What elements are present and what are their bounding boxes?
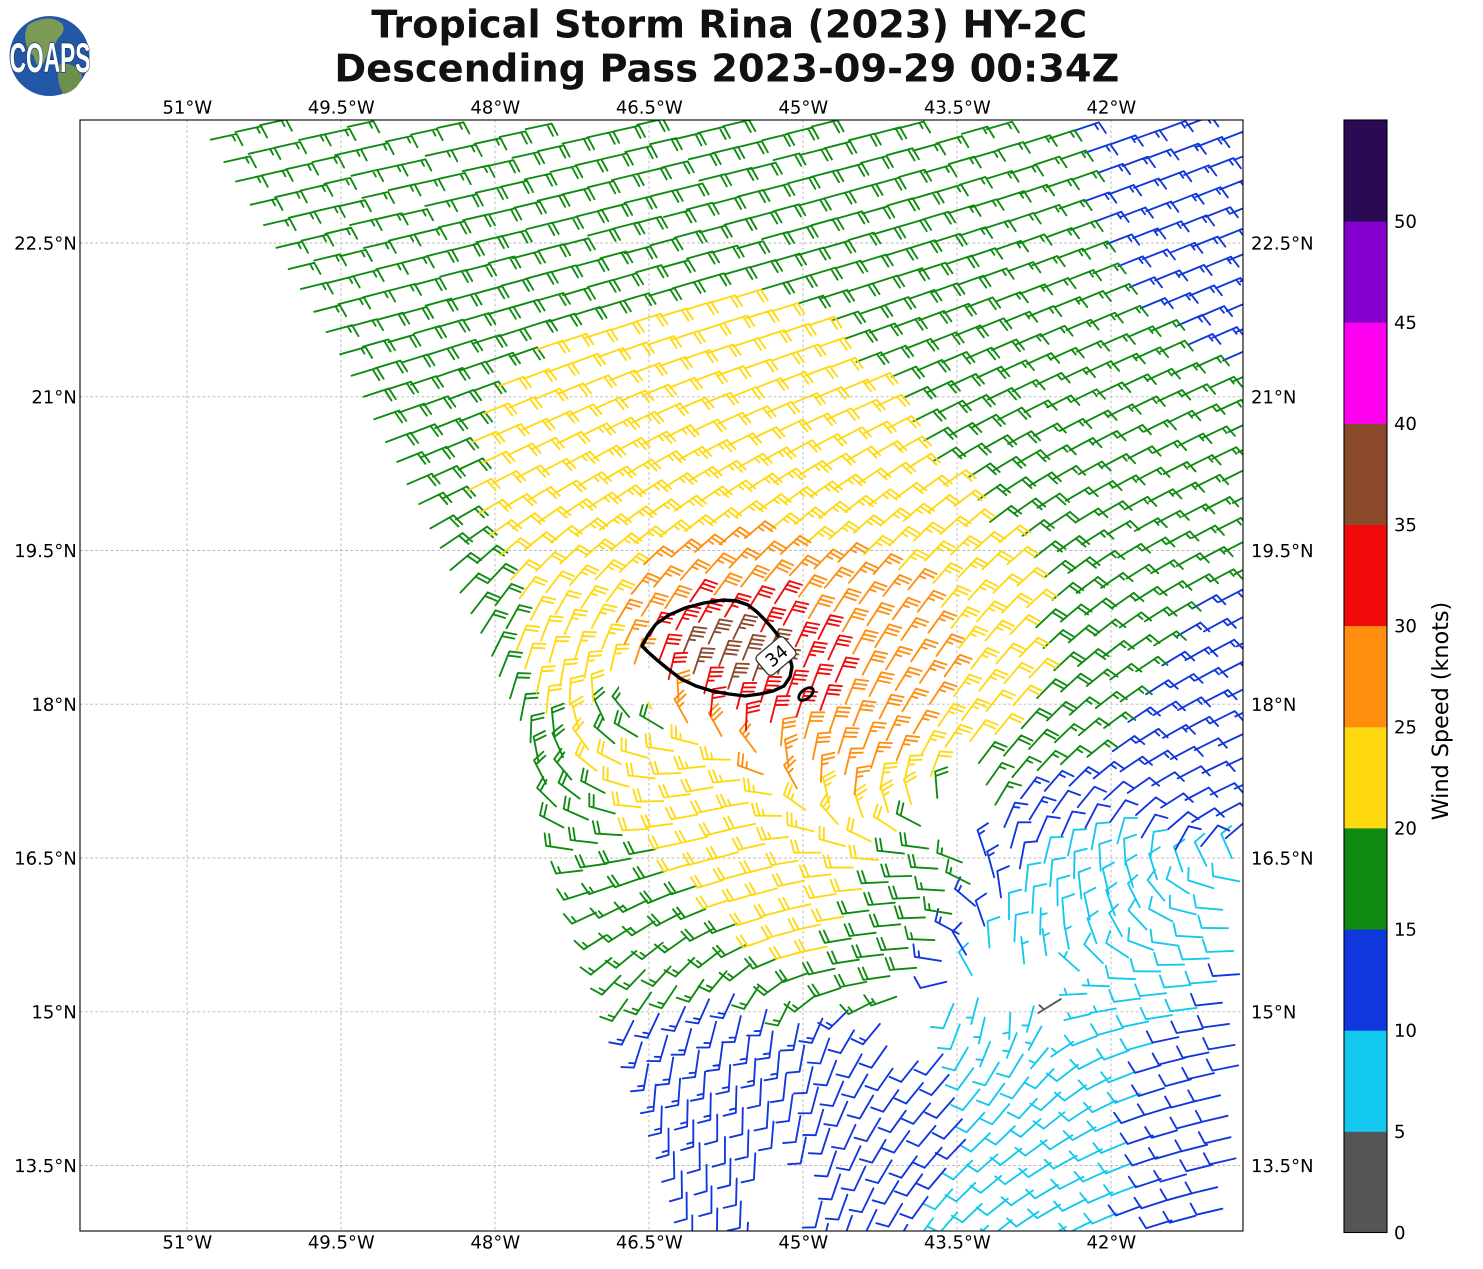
- svg-text:COAPS: COAPS: [10, 35, 91, 82]
